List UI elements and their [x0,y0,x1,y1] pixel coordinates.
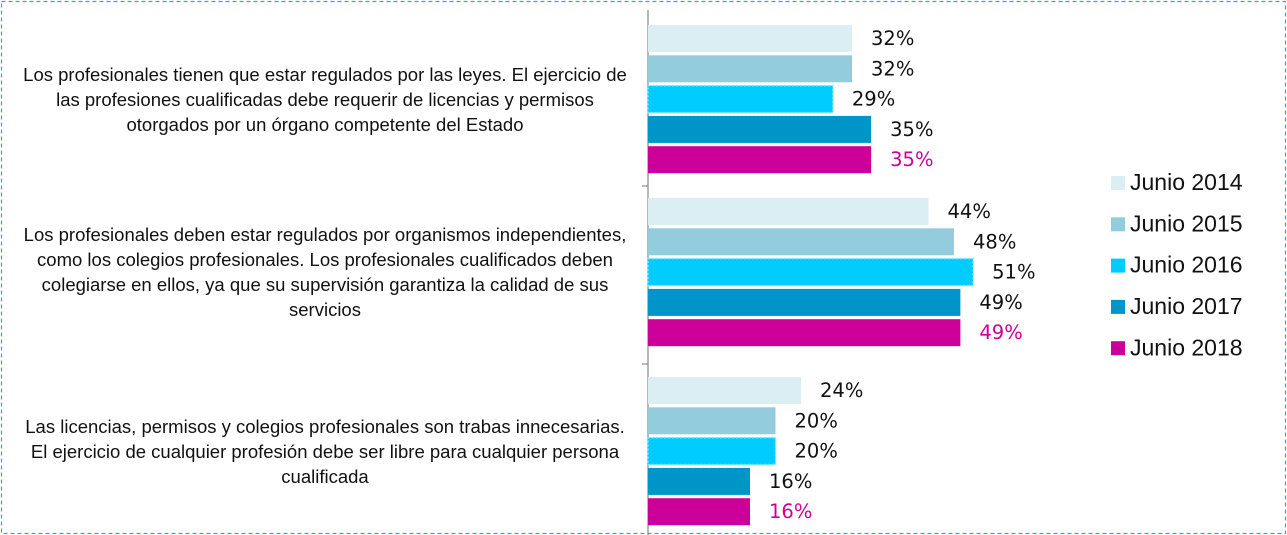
legend-label: Junio 2017 [1130,293,1243,319]
value-label: 49% [979,291,1022,314]
bar [648,377,801,404]
bar [648,198,929,225]
legend-swatch [1111,258,1125,273]
category-label: Los profesionales tienen que estar regul… [23,63,627,135]
value-label: 32% [871,27,914,50]
legend-swatch [1111,341,1125,356]
legend-swatch [1111,176,1125,190]
value-label: 16% [769,470,812,493]
category-label: Las licencias, permisos y colegios profe… [25,415,625,487]
value-label: 24% [820,379,863,402]
legend-label: Junio 2018 [1130,334,1243,360]
value-label: 35% [890,118,933,141]
value-label: 51% [992,261,1035,284]
value-label: 44% [948,200,991,223]
bar [648,498,750,526]
value-label: 16% [769,500,812,523]
value-label: 20% [795,409,838,432]
bar [648,228,954,256]
legend-label: Junio 2016 [1130,252,1243,278]
bar [648,25,852,52]
bar [648,467,750,495]
value-label: 32% [871,57,914,80]
bar [647,436,777,466]
bar [648,115,872,143]
bar [648,407,776,435]
bar [648,146,872,174]
value-label: 20% [795,440,838,463]
legend-swatch [1111,299,1125,314]
value-label: 49% [979,321,1022,344]
bar [647,84,834,114]
legend-swatch [1111,217,1125,232]
bar [647,257,974,287]
category-label: Los profesionales deben estar regulados … [23,224,627,320]
legend-label: Junio 2015 [1130,210,1243,236]
bar [648,319,961,347]
legend-label: Junio 2014 [1130,169,1243,195]
value-label: 48% [973,230,1016,253]
value-label: 35% [890,148,933,171]
bar [648,288,961,316]
bar [648,55,852,83]
value-label: 29% [852,88,895,111]
